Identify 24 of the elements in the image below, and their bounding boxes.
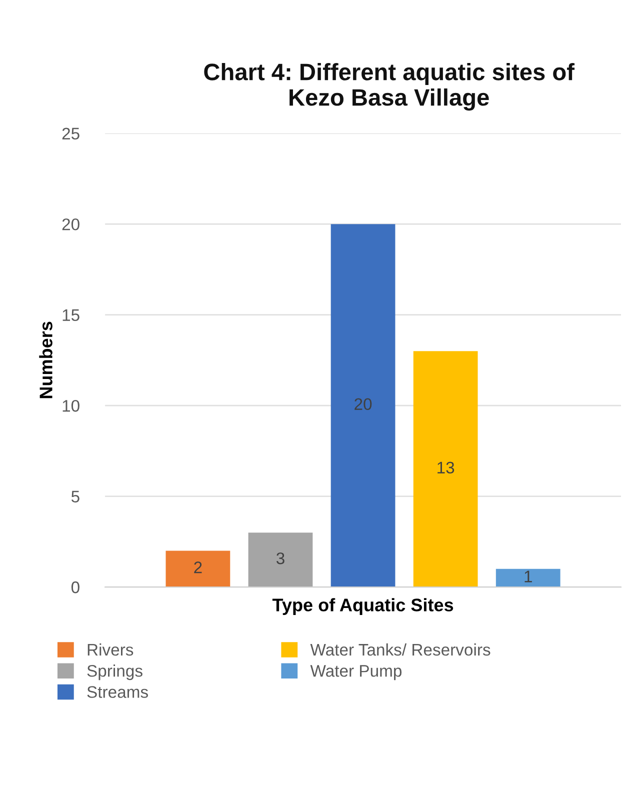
legend-label: Water Tanks/ Reservoirs xyxy=(310,643,490,656)
y-tick-label: 20 xyxy=(62,218,80,230)
y-tick-label: 0 xyxy=(71,581,80,594)
legend-label: Water Pump xyxy=(310,665,402,680)
y-axis-title: Numbers xyxy=(39,322,52,398)
legend-label: Rivers xyxy=(88,643,134,656)
data-label: 3 xyxy=(276,552,284,564)
bar xyxy=(248,532,313,588)
data-label: 1 xyxy=(524,570,532,582)
y-tick-label: 25 xyxy=(62,128,80,140)
bar xyxy=(413,351,478,588)
y-tick-label: 5 xyxy=(71,490,80,502)
bar xyxy=(496,568,560,588)
data-label: 2 xyxy=(194,562,202,574)
data-label: 13 xyxy=(438,462,454,474)
chart-title: Chart 4: Different aquatic sites of Kezo Basa Village xyxy=(204,63,575,111)
bar xyxy=(330,224,396,588)
bar xyxy=(166,550,230,588)
legend-label: Springs xyxy=(87,664,142,680)
data-label: 20 xyxy=(354,398,372,410)
legend-label: Streams xyxy=(87,686,148,698)
x-axis-title: Type of Aquatic Sites xyxy=(272,598,454,615)
y-tick-label: 10 xyxy=(62,400,80,412)
y-tick-label: 15 xyxy=(62,309,80,322)
